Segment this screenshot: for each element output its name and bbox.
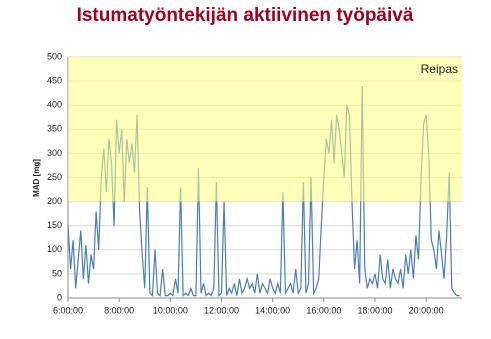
x-tick-label: 12:00:00 — [204, 305, 239, 315]
y-tick-label: 450 — [47, 75, 62, 85]
x-tick-label: 20:00:00 — [409, 305, 444, 315]
x-tick-label: 14:00:00 — [255, 305, 290, 315]
y-tick-label: 300 — [47, 148, 62, 158]
x-tick-label: 8:00:00 — [104, 305, 134, 315]
chart-title: Istumatyöntekijän aktiivinen työpäivä — [77, 5, 414, 26]
zone-label: Reipas — [421, 62, 458, 76]
y-tick-label: 400 — [47, 100, 62, 110]
y-tick-label: 350 — [47, 124, 62, 134]
y-tick-label: 0 — [57, 292, 62, 302]
x-tick-label: 6:00:00 — [53, 305, 83, 315]
x-tick-label: 18:00:00 — [357, 305, 392, 315]
y-tick-label: 150 — [47, 220, 62, 230]
y-tick-label: 250 — [47, 172, 62, 182]
zone-band — [68, 57, 462, 202]
y-axis-label: MAD [mg] — [32, 159, 41, 197]
y-tick-label: 50 — [52, 268, 62, 278]
x-tick-label: 10:00:00 — [153, 305, 188, 315]
y-tick-label: 200 — [47, 196, 62, 206]
y-tick-label: 100 — [47, 244, 62, 254]
y-tick-label: 500 — [47, 51, 62, 61]
x-tick-label: 16:00:00 — [306, 305, 341, 315]
